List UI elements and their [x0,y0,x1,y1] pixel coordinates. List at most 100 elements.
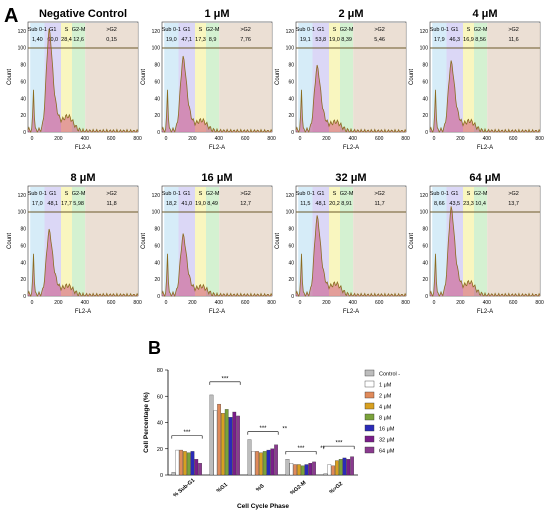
gate-region [312,23,329,132]
gate-label: G1 [451,191,458,197]
y-tick-label: 120 [152,29,161,35]
gate-region [44,187,61,296]
gate-value: 10,4 [475,201,486,207]
y-axis-label: Count [7,69,13,85]
x-tick-label: 200 [322,300,331,306]
bar [179,449,183,476]
x-tick-label: 0 [299,300,302,306]
x-tick-label: 600 [241,300,250,306]
gate-region [353,23,406,132]
x-tick-label: %>G2 [329,481,345,496]
y-tick-label: 100 [152,210,161,216]
plot-title: 4 μM [472,8,497,20]
x-tick-label: 200 [322,136,331,142]
y-axis-title: Cell Percentage (%) [143,392,150,453]
x-tick-label: % Sub-G1 [172,478,196,499]
gate-label: S [467,27,471,33]
significance-label: *** [259,426,267,432]
gate-label: G2-M [474,191,488,197]
y-axis-label: Count [275,233,281,249]
histogram-fill [430,206,540,296]
y-tick-label: 0 [23,294,26,300]
gate-region [463,23,474,132]
gate-label: G2-M [340,191,354,197]
y-tick-label: 40 [20,96,26,102]
gate-label: G1 [183,191,190,197]
bar [175,449,180,476]
x-tick-label: 0 [299,136,302,142]
gate-value: 19,1 [300,37,311,43]
bar [297,464,301,476]
y-tick-label: 120 [18,193,27,199]
bar [262,451,267,476]
gate-label: S [199,27,203,33]
y-tick-label: 80 [20,63,26,69]
gate-value: 8,56 [475,37,486,43]
histogram-plot-3: 2 μM Sub 0-1 19,1 G1 53,8 S 19,0G2-M 8,39 >G2 5,4… [275,8,410,151]
gate-region [44,23,61,132]
significance-label: *** [297,446,305,452]
x-tick-label: 400 [483,300,492,306]
x-tick-label: 400 [483,136,492,142]
x-tick-label: 600 [241,136,250,142]
gate-value: 13,7 [508,201,519,207]
histogram-line [27,228,139,298]
gate-label: >G2 [508,27,519,33]
gate-region [463,187,474,296]
gate-value: 11,5 [300,201,310,207]
histogram-line [161,55,273,134]
y-tick-label: 20 [422,277,428,283]
gate-region [487,187,540,296]
histogram-plot-2: 1 μM Sub 0-1 19,0 G1 47,1 S 17,3G2-M 8,9 >G2 7,76… [141,8,276,151]
y-tick-label: 0 [160,473,163,479]
x-tick-label: 600 [375,136,384,142]
y-tick-label: 40 [288,96,294,102]
gate-label: Sub 0-1 [430,191,449,197]
y-axis-label: Count [275,69,281,85]
bar [224,409,229,476]
y-tick-label: 60 [422,79,428,85]
legend-label: 64 μM [379,449,395,455]
bar [338,459,343,476]
y-axis-label: Count [141,69,147,85]
plot-title: 2 μM [338,8,363,20]
plot-title: 16 μM [201,172,232,184]
gate-region [195,187,206,296]
x-axis-label: FL2-A [477,309,493,315]
gate-value: 28,4 [61,37,72,43]
histogram-line [27,28,139,134]
x-axis-label: FL2-A [343,145,359,151]
gate-value: 19,0 [166,37,177,43]
gate-region [340,187,354,296]
gate-value: 48,1 [47,201,58,207]
bar [285,459,290,476]
plot-title: 64 μM [469,172,500,184]
y-axis-label: Count [409,233,415,249]
gate-value: 11,6 [508,37,518,43]
y-tick-label: 120 [420,193,429,199]
significance-label: ** [282,426,287,432]
gate-region [72,23,86,132]
x-axis-label: FL2-A [209,145,225,151]
bar [247,439,252,476]
x-tick-label: 200 [188,300,197,306]
gate-value: 19,0 [195,201,206,207]
x-axis-label: FL2-A [75,309,91,315]
histogram-plot-1: Negative Control Sub 0-1 1,40 G1 60,0 S 28,4G2… [7,8,142,151]
legend-swatch [364,413,375,421]
y-tick-label: 0 [157,130,160,136]
legend-label: 32 μM [379,438,395,444]
y-tick-label: 120 [18,29,27,35]
x-tick-label: 400 [81,300,90,306]
x-tick-label: 400 [349,300,358,306]
gate-label: G1 [49,27,56,33]
gate-region [61,187,72,296]
histogram-fill [162,56,272,132]
gate-label: >G2 [374,191,385,197]
gate-label: >G2 [374,27,385,33]
y-tick-label: 80 [288,227,294,233]
gate-label: Sub 0-1 [430,27,449,33]
gate-region [219,187,272,296]
bar [346,459,351,476]
